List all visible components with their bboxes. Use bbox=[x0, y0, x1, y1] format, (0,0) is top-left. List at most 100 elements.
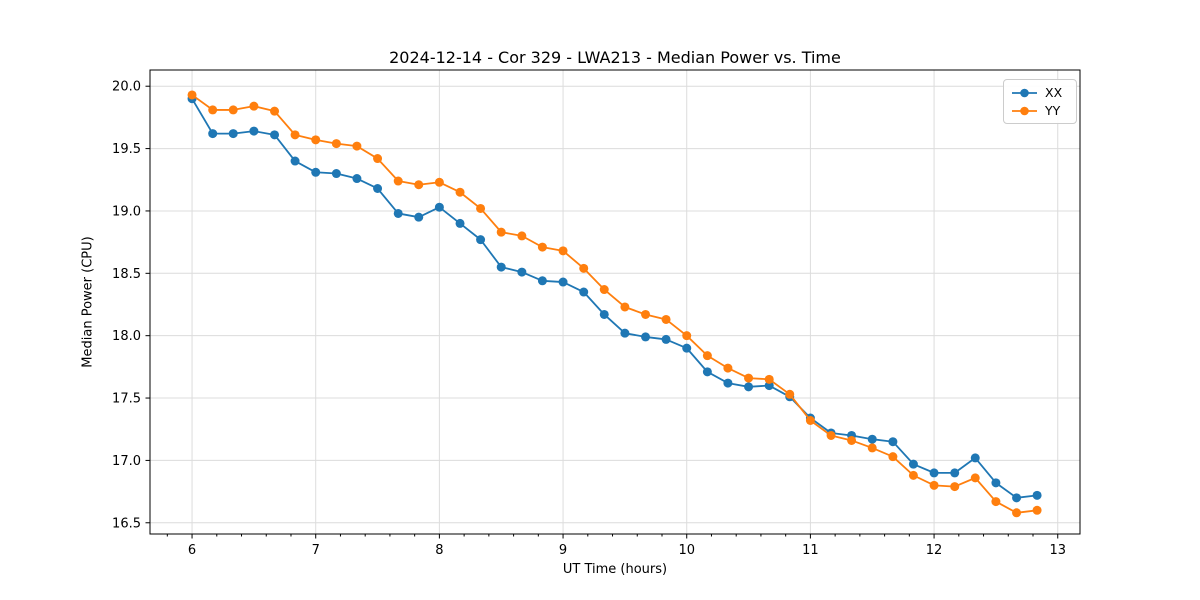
y-tick-label: 17.5 bbox=[112, 392, 141, 407]
plot-border bbox=[149, 69, 1081, 535]
series-marker-YY bbox=[311, 135, 321, 145]
series-marker-YY bbox=[682, 331, 692, 341]
series-marker-YY bbox=[847, 435, 857, 445]
series-line-YY bbox=[191, 94, 1038, 514]
series-marker-XX bbox=[496, 262, 506, 272]
x-tick-label: 9 bbox=[559, 543, 567, 558]
series-marker-XX bbox=[331, 169, 341, 179]
series-marker-XX bbox=[682, 343, 692, 353]
series-marker-XX bbox=[455, 218, 465, 228]
series-marker-YY bbox=[352, 141, 362, 151]
series-marker-YY bbox=[620, 302, 630, 312]
series-marker-YY bbox=[785, 389, 795, 399]
series-marker-YY bbox=[393, 176, 403, 186]
series-marker-YY bbox=[455, 187, 465, 197]
series-marker-XX bbox=[661, 334, 671, 344]
series-marker-YY bbox=[702, 351, 712, 361]
series-marker-XX bbox=[991, 478, 1001, 488]
series-marker-XX bbox=[393, 208, 403, 218]
y-tick-label: 16.5 bbox=[112, 516, 141, 531]
series-marker-YY bbox=[929, 480, 939, 490]
series-marker-YY bbox=[558, 246, 568, 256]
series-marker-YY bbox=[517, 231, 527, 241]
series-marker-XX bbox=[641, 332, 651, 342]
x-tick-label: 11 bbox=[802, 543, 819, 558]
series-marker-YY bbox=[208, 105, 218, 115]
series-marker-XX bbox=[929, 468, 939, 478]
x-tick-label: 13 bbox=[1049, 543, 1066, 558]
legend-item-xx: XX bbox=[1011, 85, 1069, 101]
series-marker-XX bbox=[950, 468, 960, 478]
x-tick-label: 8 bbox=[435, 543, 443, 558]
y-tick-label: 17.0 bbox=[112, 454, 141, 469]
legend-item-yy: YY bbox=[1011, 103, 1069, 119]
series-marker-XX bbox=[764, 381, 774, 391]
series-marker-XX bbox=[270, 130, 280, 140]
series-marker-XX bbox=[476, 235, 486, 245]
series-marker-YY bbox=[908, 470, 918, 480]
series-marker-XX bbox=[228, 129, 238, 139]
y-tick-label: 19.0 bbox=[112, 204, 141, 219]
series-marker-YY bbox=[270, 106, 280, 116]
series-marker-YY bbox=[228, 105, 238, 115]
series-marker-XX bbox=[434, 202, 444, 212]
y-tick-label: 20.0 bbox=[112, 80, 141, 95]
series-marker-YY bbox=[950, 482, 960, 492]
series-marker-YY bbox=[764, 374, 774, 384]
series-marker-YY bbox=[579, 263, 589, 273]
series-marker-XX bbox=[970, 453, 980, 463]
legend-label: XX bbox=[1045, 84, 1063, 100]
legend-line-marker-icon bbox=[1012, 88, 1037, 97]
series-marker-YY bbox=[744, 373, 754, 383]
chart-title: 2024-12-14 - Cor 329 - LWA213 - Median P… bbox=[389, 48, 841, 67]
series-marker-XX bbox=[599, 309, 609, 319]
series-marker-YY bbox=[290, 130, 300, 140]
series-marker-YY bbox=[970, 473, 980, 483]
series-marker-XX bbox=[908, 459, 918, 469]
x-tick-label: 6 bbox=[188, 543, 196, 558]
x-tick-label: 10 bbox=[678, 543, 695, 558]
series-marker-XX bbox=[723, 378, 733, 388]
series-marker-XX bbox=[867, 434, 877, 444]
legend-line-marker-icon bbox=[1012, 106, 1037, 115]
series-marker-YY bbox=[867, 443, 877, 453]
series-marker-XX bbox=[290, 156, 300, 166]
series-marker-YY bbox=[187, 90, 197, 100]
series-marker-YY bbox=[599, 285, 609, 295]
series-marker-YY bbox=[414, 180, 424, 190]
series-marker-YY bbox=[991, 497, 1001, 507]
series-marker-YY bbox=[723, 363, 733, 373]
series-marker-YY bbox=[496, 227, 506, 237]
series-marker-XX bbox=[311, 167, 321, 177]
series-marker-XX bbox=[352, 174, 362, 184]
series-marker-YY bbox=[1012, 508, 1022, 518]
series-marker-XX bbox=[517, 267, 527, 277]
y-tick-label: 18.0 bbox=[112, 329, 141, 344]
series-marker-XX bbox=[208, 129, 218, 139]
series-marker-YY bbox=[1032, 505, 1042, 515]
series-marker-XX bbox=[888, 437, 898, 447]
series-marker-XX bbox=[1012, 493, 1022, 503]
series-marker-XX bbox=[558, 277, 568, 287]
series-marker-YY bbox=[641, 309, 651, 319]
series-marker-XX bbox=[537, 276, 547, 286]
series-marker-XX bbox=[579, 287, 589, 297]
series-marker-XX bbox=[620, 328, 630, 338]
x-axis-label: UT Time (hours) bbox=[562, 562, 668, 577]
series-marker-YY bbox=[476, 203, 486, 213]
series-marker-XX bbox=[744, 382, 754, 392]
series-marker-XX bbox=[373, 183, 383, 193]
series-marker-YY bbox=[537, 242, 547, 252]
y-tick-label: 19.5 bbox=[112, 142, 141, 157]
series-marker-YY bbox=[888, 452, 898, 462]
series-marker-XX bbox=[414, 212, 424, 222]
series-marker-YY bbox=[805, 415, 815, 425]
x-tick-label: 12 bbox=[926, 543, 943, 558]
y-tick-label: 18.5 bbox=[112, 267, 141, 282]
series-marker-XX bbox=[1032, 490, 1042, 500]
series-marker-YY bbox=[661, 314, 671, 324]
series-marker-XX bbox=[249, 126, 259, 136]
series-marker-YY bbox=[434, 177, 444, 187]
